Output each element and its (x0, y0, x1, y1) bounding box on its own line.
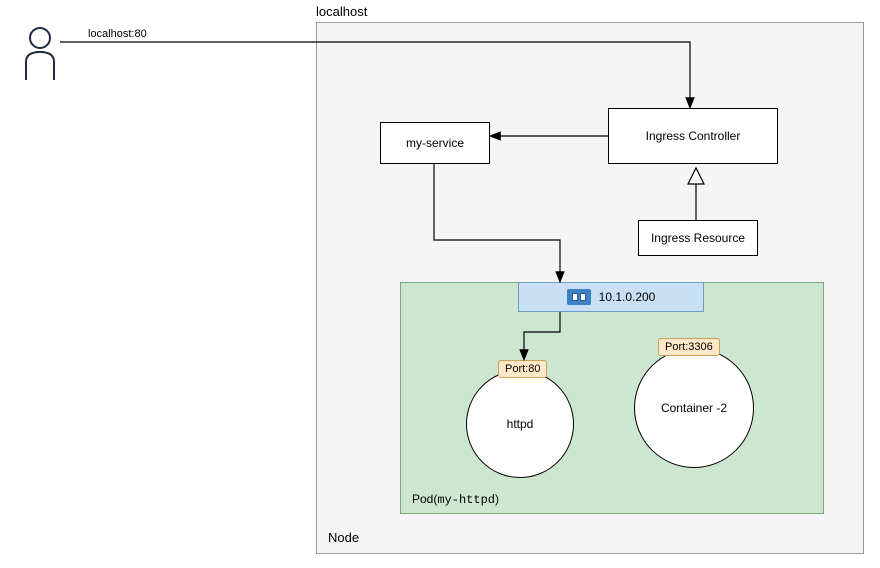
port-httpd-label: Port:80 (505, 363, 540, 375)
httpd-circle: httpd (466, 370, 574, 478)
ingress-resource-box: Ingress Resource (638, 220, 758, 256)
container2-circle: Container -2 (634, 348, 754, 468)
user-icon (20, 26, 60, 87)
port-container2-label: Port:3306 (665, 341, 713, 353)
my-service-label: my-service (406, 136, 464, 150)
container2-label: Container -2 (661, 401, 727, 415)
pod-label: Pod(my-httpd) (412, 492, 499, 507)
httpd-label: httpd (507, 417, 534, 431)
request-label: localhost:80 (88, 28, 147, 40)
pod-container (400, 282, 824, 514)
ip-label: 10.1.0.200 (599, 290, 656, 304)
pod-label-prefix: Pod( (412, 492, 437, 506)
localhost-header: localhost (316, 4, 367, 19)
port-httpd-badge: Port:80 (498, 360, 547, 378)
pod-label-name: my-httpd (437, 493, 495, 507)
pod-label-suffix: ) (495, 492, 499, 506)
network-card-icon (567, 289, 591, 305)
my-service-box: my-service (380, 122, 490, 164)
node-label: Node (328, 530, 359, 545)
port-container2-badge: Port:3306 (658, 338, 720, 356)
ip-bar: 10.1.0.200 (518, 282, 704, 312)
ingress-controller-box: Ingress Controller (608, 108, 778, 164)
ingress-resource-label: Ingress Resource (651, 231, 745, 245)
ingress-controller-label: Ingress Controller (646, 129, 741, 143)
